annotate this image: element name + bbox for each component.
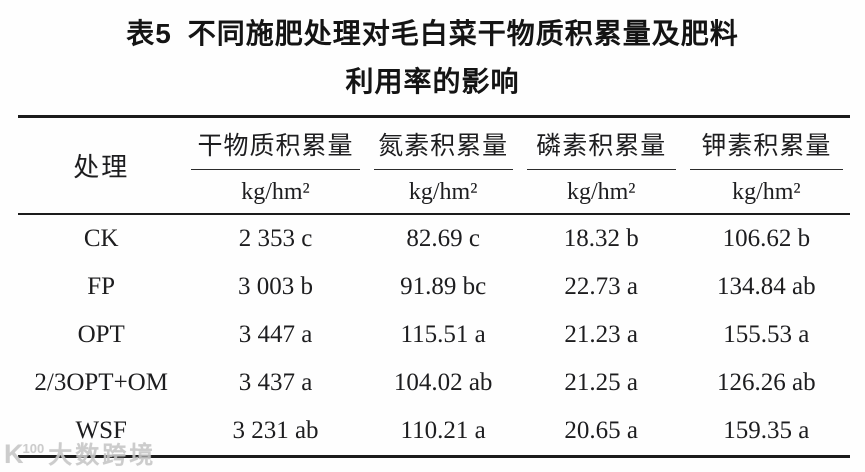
- header-nitrogen: 氮素积累量 kg/hm²: [367, 118, 520, 213]
- potassium-cell: 106.62 b: [722, 225, 811, 252]
- table-row-ck: CK 2 353 c 82.69 c 18.32 b 106.62 b: [18, 215, 850, 263]
- caption-title-part2: 利用率的影响: [345, 66, 520, 97]
- header-potassium-unit: kg/hm²: [732, 178, 801, 205]
- table-caption: 表5 不同施肥处理对毛白菜干物质积累量及肥料 利用率的影响: [0, 0, 865, 106]
- table-row-fp: FP 3 003 b 91.89 bc 22.73 a 134.84 ab: [18, 263, 850, 311]
- phosphorus-cell: 21.25 a: [564, 369, 638, 396]
- potassium-cell: 126.26 ab: [717, 369, 816, 396]
- dry-matter-cell: 3 003 b: [237, 273, 313, 300]
- treatment-cell: OPT: [77, 321, 125, 348]
- caption-line-2: 利用率的影响: [0, 58, 865, 106]
- header-dry-matter-unit: kg/hm²: [241, 178, 310, 205]
- header-dry-matter-label: 干物质积累量: [191, 126, 360, 170]
- treatment-cell: FP: [87, 273, 116, 300]
- potassium-cell: 134.84 ab: [717, 273, 816, 300]
- dry-matter-cell: 2 353 c: [238, 225, 313, 252]
- dry-matter-cell: 3 231 ab: [232, 417, 319, 444]
- nitrogen-cell: 82.69 c: [406, 225, 480, 252]
- caption-title-part1: 不同施肥处理对毛白菜干物质积累量及肥料: [187, 18, 739, 49]
- caption-line-1: 表5 不同施肥处理对毛白菜干物质积累量及肥料: [0, 10, 865, 58]
- fertilizer-treatment-table: 处理 干物质积累量 kg/hm² 氮素积累量 kg/hm² 磷素积累量 kg/h…: [18, 115, 850, 458]
- table-row-23opt-om: 2/3OPT+OM 3 437 a 104.02 ab 21.25 a 126.…: [18, 359, 850, 407]
- table-number: 表5: [126, 18, 172, 49]
- treatment-cell: 2/3OPT+OM: [34, 369, 168, 396]
- table-row-wsf: WSF 3 231 ab 110.21 a 20.65 a 159.35 a: [18, 407, 850, 455]
- header-potassium: 钾素积累量 kg/hm²: [683, 118, 850, 213]
- nitrogen-cell: 110.21 a: [400, 417, 486, 444]
- potassium-cell: 155.53 a: [723, 321, 810, 348]
- header-phosphorus-unit: kg/hm²: [566, 178, 636, 205]
- potassium-cell: 159.35 a: [723, 417, 810, 444]
- table-header-row: 处理 干物质积累量 kg/hm² 氮素积累量 kg/hm² 磷素积累量 kg/h…: [18, 118, 850, 215]
- header-phosphorus: 磷素积累量 kg/hm²: [520, 118, 683, 213]
- header-nitrogen-unit: kg/hm²: [408, 178, 478, 205]
- phosphorus-cell: 22.73 a: [564, 273, 638, 300]
- header-treatment: 处理: [73, 153, 130, 182]
- table-row-opt: OPT 3 447 a 115.51 a 21.23 a 155.53 a: [18, 311, 850, 359]
- nitrogen-cell: 104.02 ab: [393, 369, 493, 396]
- header-phosphorus-label: 磷素积累量: [526, 126, 676, 170]
- header-dry-matter: 干物质积累量 kg/hm²: [184, 118, 366, 213]
- header-nitrogen-label: 氮素积累量: [373, 126, 513, 170]
- phosphorus-cell: 20.65 a: [564, 417, 638, 444]
- header-potassium-label: 钾素积累量: [689, 126, 843, 170]
- dry-matter-cell: 3 447 a: [238, 321, 313, 348]
- table-body: CK 2 353 c 82.69 c 18.32 b 106.62 b FP 3…: [18, 215, 850, 458]
- phosphorus-cell: 21.23 a: [564, 321, 638, 348]
- treatment-cell: CK: [83, 225, 119, 252]
- phosphorus-cell: 18.32 b: [563, 225, 639, 252]
- nitrogen-cell: 115.51 a: [400, 321, 486, 348]
- nitrogen-cell: 91.89 bc: [400, 273, 487, 300]
- dry-matter-cell: 3 437 a: [238, 369, 313, 396]
- treatment-cell: WSF: [75, 417, 127, 444]
